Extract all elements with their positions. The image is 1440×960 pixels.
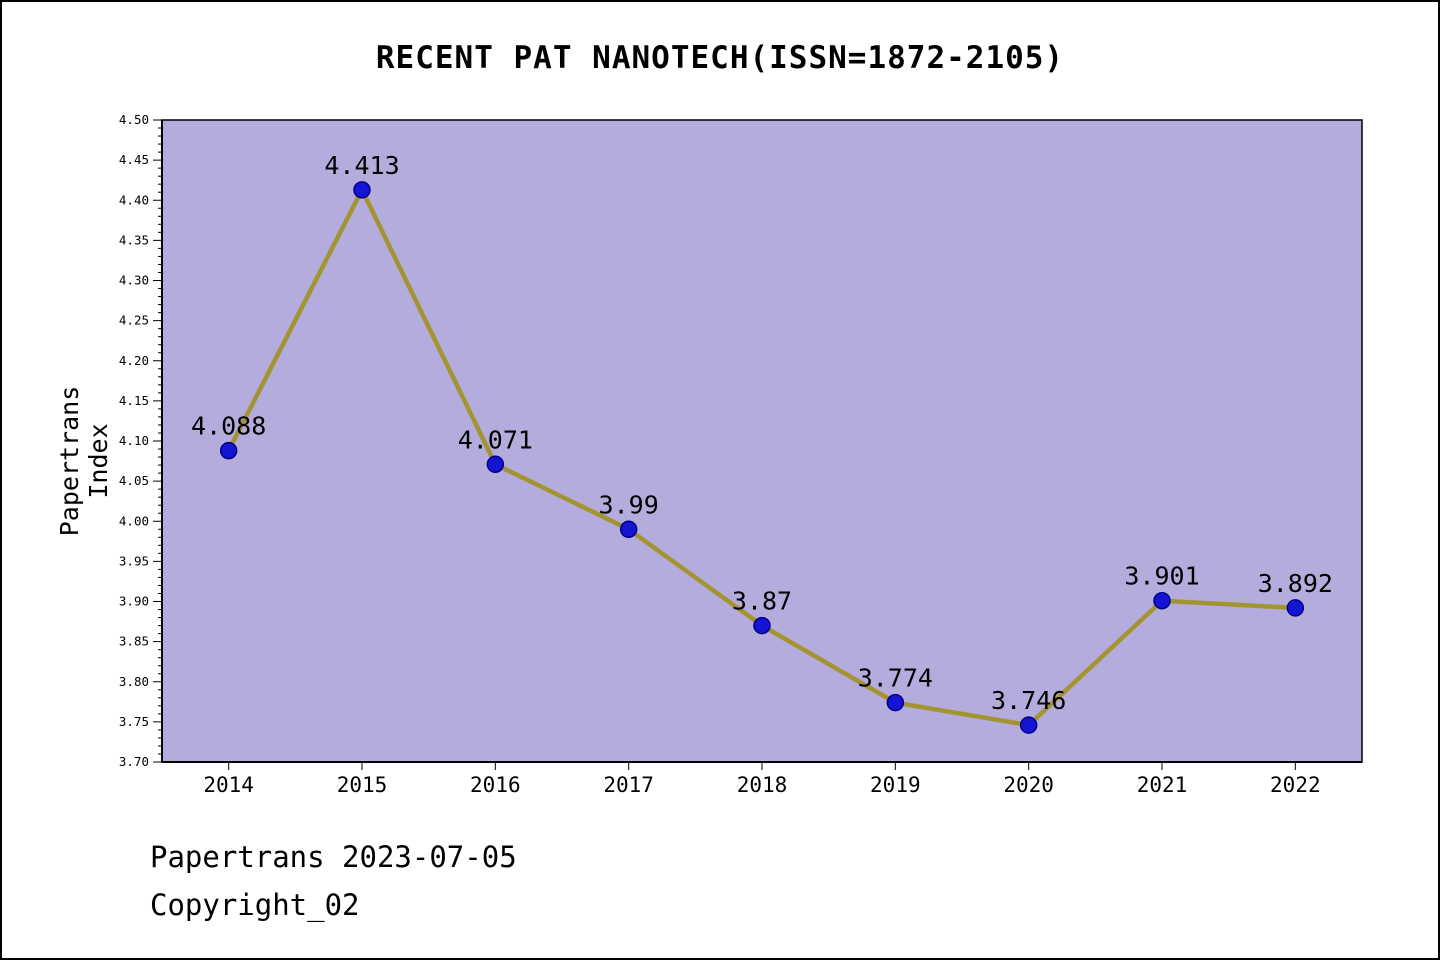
x-tick-label: 2020 [1003,773,1054,797]
y-tick-label: 4.10 [119,433,149,448]
data-point-label: 4.071 [458,425,533,454]
y-tick-label: 3.90 [119,594,149,609]
data-point-marker [619,520,638,539]
data-point-label: 3.774 [858,664,933,693]
x-tick-label: 2015 [337,773,388,797]
y-tick-label: 4.25 [119,313,149,328]
x-tick-label: 2022 [1270,773,1321,797]
data-point-label: 3.901 [1124,562,1199,591]
y-tick-label: 4.30 [119,273,149,288]
y-tick-label: 4.35 [119,232,149,247]
x-tick-label: 2021 [1137,773,1188,797]
x-tick-label: 2016 [470,773,521,797]
y-tick-label: 4.00 [119,513,149,528]
data-point-marker [219,441,238,460]
y-tick-label: 4.20 [119,353,149,368]
plot-background [162,120,1362,762]
data-point-marker [886,693,905,712]
x-tick-label: 2017 [603,773,654,797]
chart-title: RECENT PAT NANOTECH(ISSN=1872-2105) [375,40,1065,76]
data-point-label: 3.99 [599,490,659,519]
data-point-marker [353,181,371,199]
x-tick-label: 2018 [737,773,788,797]
data-point-label: 3.87 [732,587,792,616]
data-point-label: 3.746 [991,686,1066,715]
data-point-marker [1019,716,1038,734]
data-point-marker [486,455,505,474]
y-tick-label: 4.15 [119,393,149,408]
y-tick-label: 4.45 [119,152,149,167]
data-point-marker [1286,599,1305,617]
y-tick-label: 4.40 [119,192,149,207]
footer-date-text: Papertrans 2023-07-05 [150,840,517,874]
x-tick-label: 2019 [870,773,921,797]
y-tick-label: 3.75 [119,714,149,729]
y-tick-label: 3.80 [119,674,149,689]
data-point-marker [1153,591,1171,610]
data-point-label: 4.413 [324,151,399,180]
y-tick-label: 4.50 [119,112,149,127]
y-tick-label: 3.70 [119,754,149,769]
y-tick-label: 3.95 [119,553,149,568]
footer-copyright-text: Copyright_02 [150,888,360,922]
x-tick-label: 2014 [203,773,254,797]
data-point-label: 4.088 [191,412,266,441]
data-point-marker [753,616,771,635]
data-point-label: 3.892 [1258,569,1333,598]
y-tick-label: 4.05 [119,473,149,488]
y-tick-label: 3.85 [119,634,149,649]
